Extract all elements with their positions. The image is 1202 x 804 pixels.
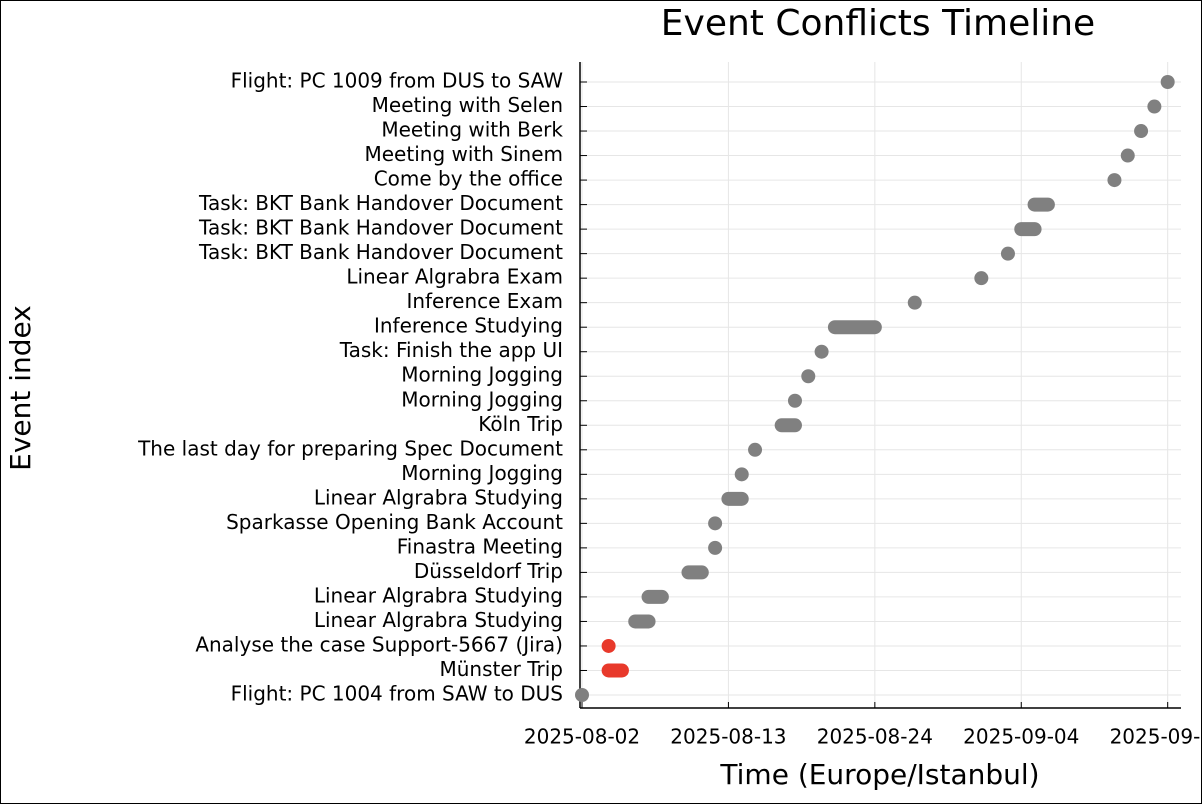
event-bar (708, 540, 723, 555)
event-bar (774, 418, 802, 433)
event-bar (601, 663, 629, 678)
y-tick-label: Köln Trip (478, 412, 563, 436)
event-bar (1014, 222, 1042, 237)
y-tick-label: Inference Exam (406, 289, 563, 313)
y-tick-label: Sparkasse Opening Bank Account (226, 510, 563, 534)
event-bar (1120, 148, 1135, 163)
y-tick-label: Meeting with Sinem (365, 142, 564, 166)
event-bar (708, 516, 723, 531)
y-tick-label: Linear Algrabra Exam (346, 265, 563, 289)
event-bar (575, 688, 589, 702)
y-tick-label: Task: BKT Bank Handover Document (198, 240, 563, 264)
y-tick-label: Finastra Meeting (397, 534, 563, 558)
event-bar (641, 589, 669, 604)
x-tick-label: 2025-09-04 (963, 725, 1079, 749)
y-tick-label: Linear Algrabra Studying (314, 608, 563, 632)
event-bar (801, 369, 816, 384)
event-bar (827, 320, 882, 335)
event-bar (907, 295, 922, 310)
chart-title: Event Conflicts Timeline (661, 3, 1095, 44)
y-tick-label: Morning Jogging (401, 461, 563, 485)
y-tick-label: Flight: PC 1004 from SAW to DUS (231, 682, 563, 706)
x-axis-label: Time (Europe/Istanbul) (719, 758, 1039, 791)
event-bar (1147, 99, 1162, 114)
event-bar (1027, 197, 1055, 212)
event-bar (681, 565, 709, 580)
event-bar (974, 271, 989, 286)
y-tick-label: Come by the office (374, 167, 563, 191)
y-tick-label: Flight: PC 1009 from DUS to SAW (231, 69, 564, 93)
event-bar (628, 614, 656, 629)
y-tick-label: Morning Jogging (401, 363, 563, 387)
y-tick-label: Linear Algrabra Studying (314, 583, 563, 607)
event-bar (748, 442, 763, 457)
y-tick-label: Analyse the case Support-5667 (Jira) (195, 632, 563, 656)
event-bar (734, 467, 749, 482)
y-tick-label: Morning Jogging (401, 387, 563, 411)
y-tick-label: Düsseldorf Trip (414, 559, 563, 583)
y-tick-label: Task: BKT Bank Handover Document (198, 216, 563, 240)
y-tick-label: Meeting with Selen (372, 93, 563, 117)
y-tick-label: Münster Trip (439, 657, 563, 681)
event-bar (721, 491, 749, 506)
x-tick-label: 2025-09-15 (1110, 725, 1202, 749)
y-tick-label: Meeting with Berk (381, 118, 563, 142)
event-bar (1000, 246, 1015, 261)
event-bar (787, 393, 802, 408)
event-bar (1160, 75, 1175, 89)
y-tick-label: The last day for preparing Spec Document (137, 436, 563, 460)
event-bar (601, 638, 616, 653)
event-bar (1134, 124, 1149, 139)
x-tick-label: 2025-08-02 (524, 725, 640, 749)
y-tick-label: Inference Studying (374, 314, 563, 338)
event-bar (814, 344, 829, 359)
y-tick-label: Task: Finish the app UI (339, 338, 563, 362)
y-tick-label: Linear Algrabra Studying (314, 485, 563, 509)
y-axis-label: Event index (4, 305, 37, 471)
y-tick-label: Task: BKT Bank Handover Document (198, 191, 563, 215)
x-tick-label: 2025-08-24 (817, 725, 933, 749)
event-bar (1107, 173, 1122, 188)
x-tick-label: 2025-08-13 (670, 725, 786, 749)
